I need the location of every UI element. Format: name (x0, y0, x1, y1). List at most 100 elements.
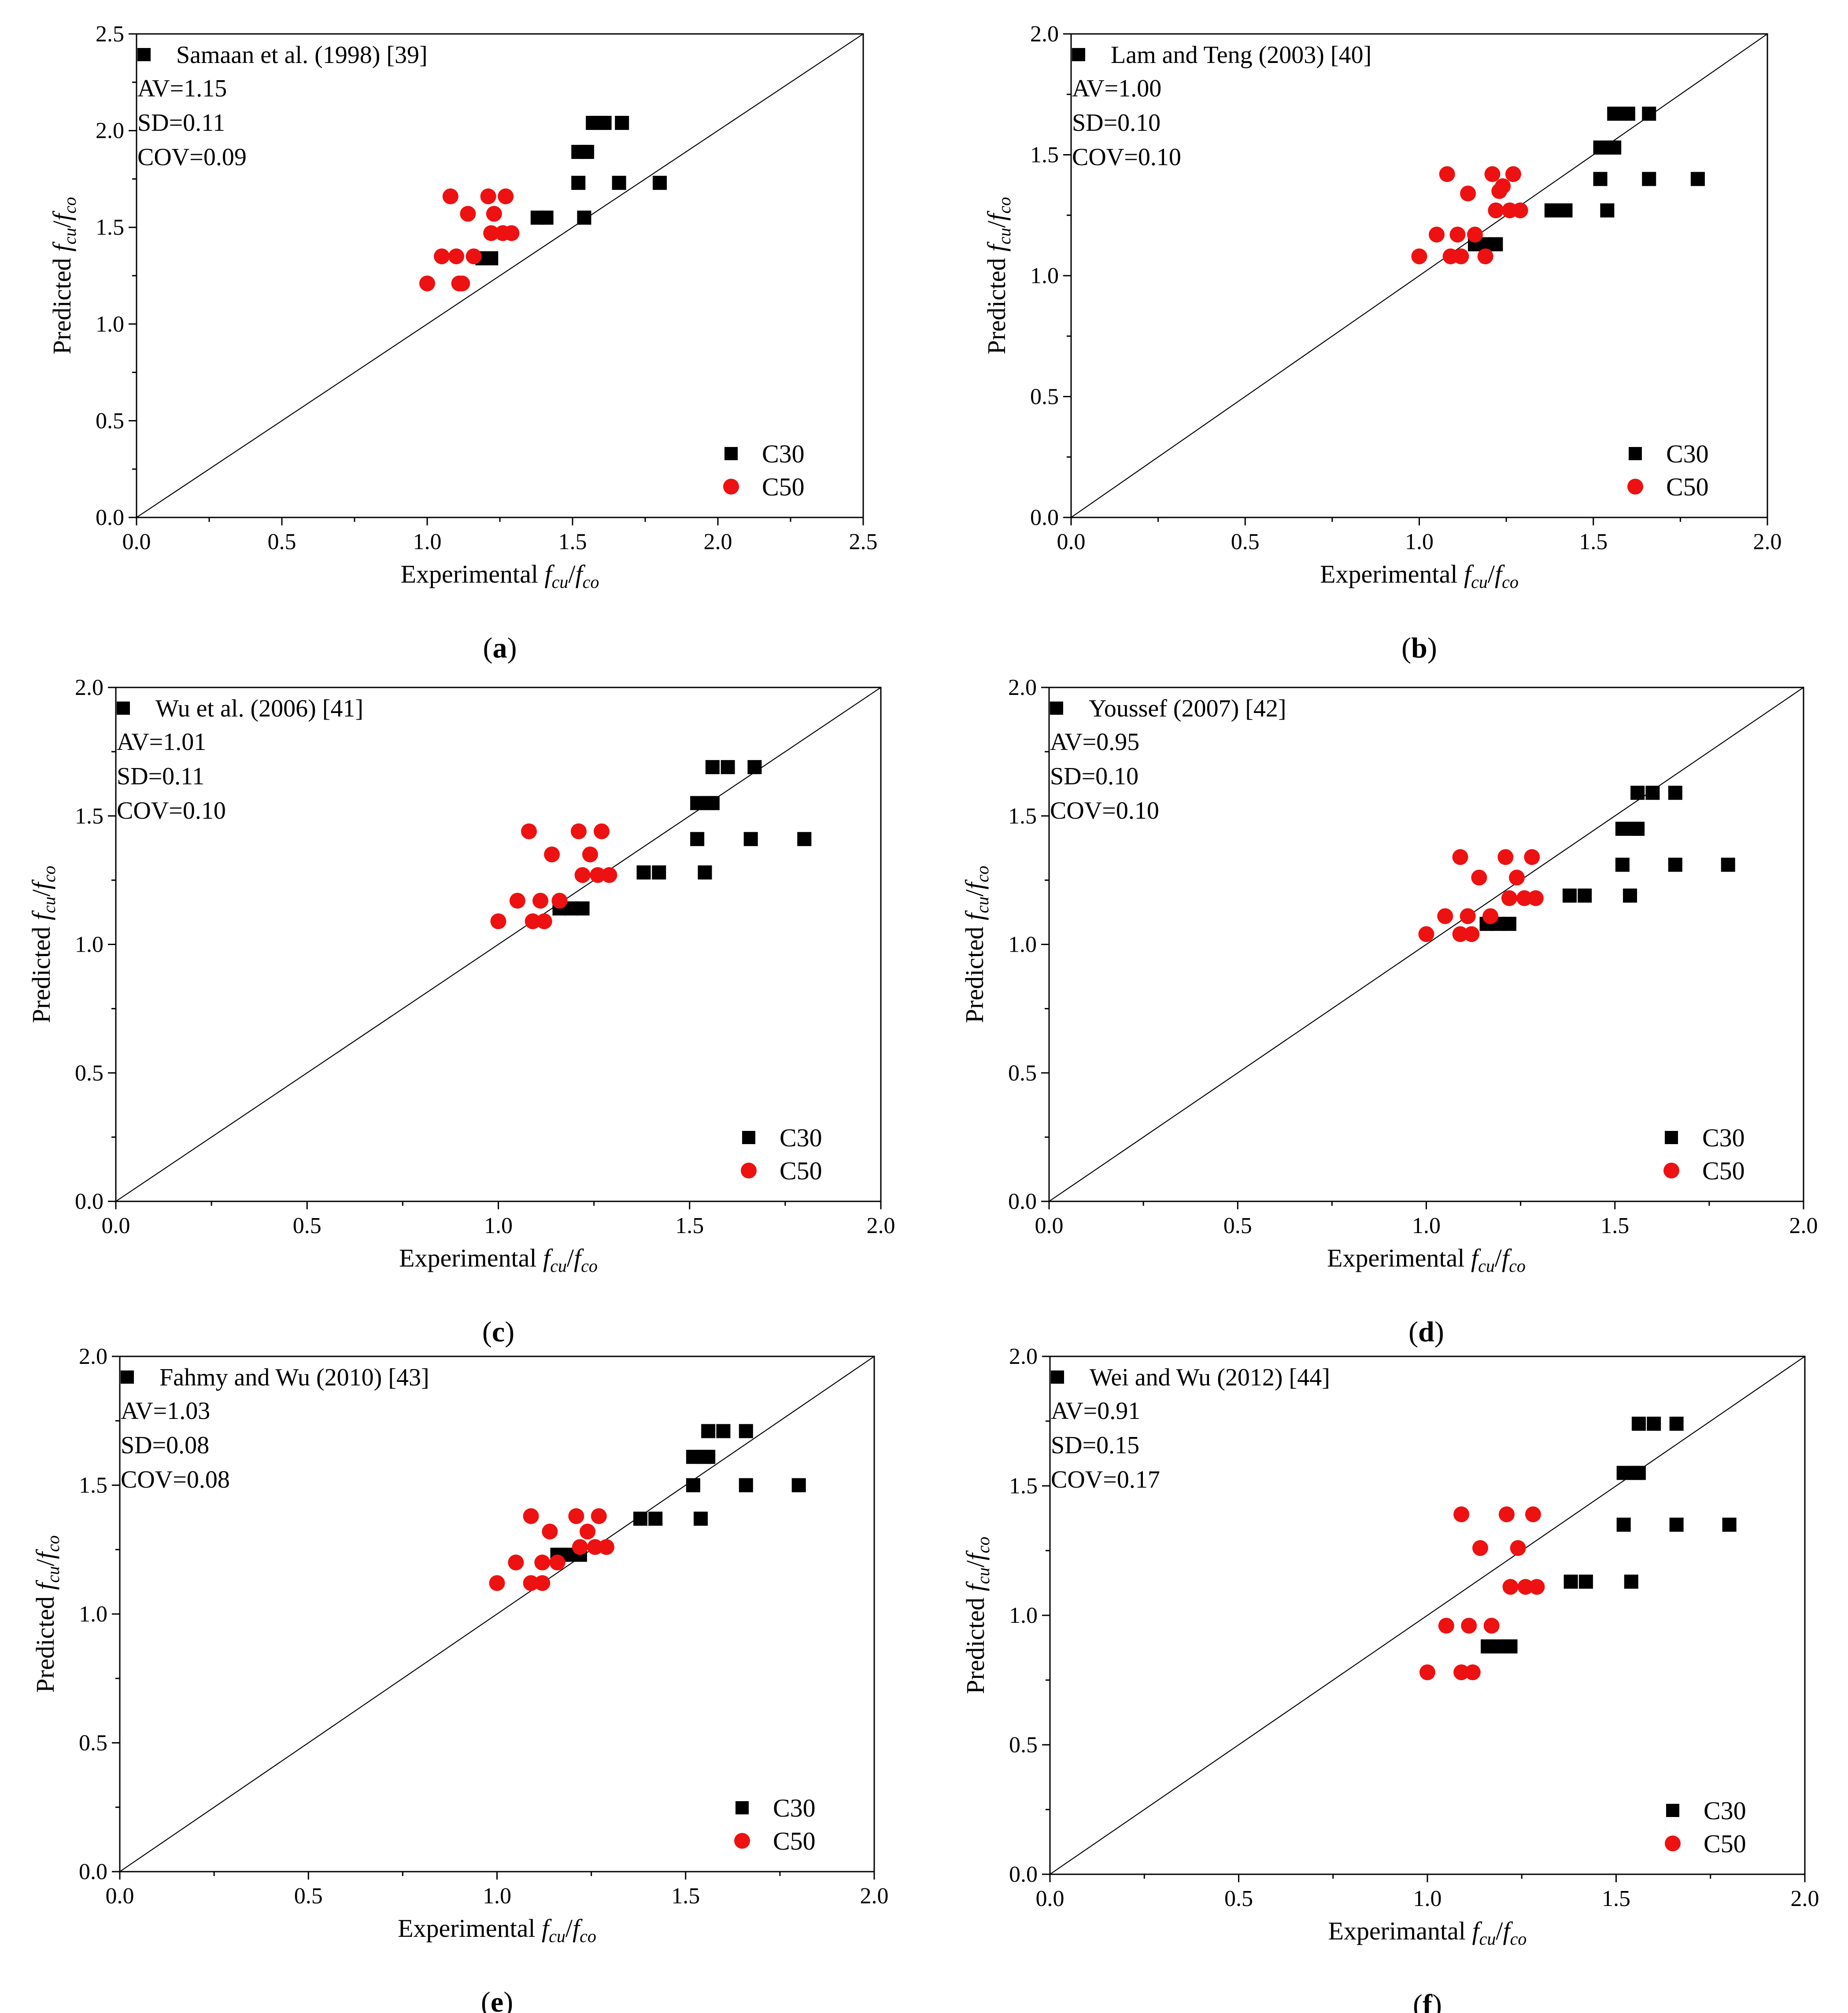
x-axis-title-prefix: Experimantal (1328, 1917, 1472, 1945)
x-tick-label: 0.5 (1224, 1886, 1253, 1911)
data-point-c30 (1721, 857, 1735, 872)
x-axis-title-slash: / (565, 1914, 573, 1943)
legend-label-c30: C30 (780, 1123, 822, 1152)
data-point-c30 (739, 1478, 753, 1492)
data-point-c50 (483, 225, 499, 241)
caption-close: ) (1427, 632, 1437, 664)
data-point-c50 (523, 1508, 539, 1524)
data-point-c30 (1631, 1466, 1646, 1480)
y-tick-label: 0.5 (79, 1731, 107, 1756)
data-point-c30 (698, 865, 712, 880)
data-point-c50 (536, 913, 552, 929)
y-axis-title-sub-co: co (43, 1535, 63, 1552)
data-point-c50 (442, 188, 458, 204)
x-axis-title-prefix: Experimental (398, 1914, 542, 1943)
x-tick-label: 0.0 (1036, 1886, 1064, 1911)
x-axis-title-slash: / (567, 1244, 574, 1272)
caption-open: ( (1413, 1989, 1423, 2013)
data-point-c50 (1512, 202, 1528, 218)
y-axis-title: Predicted fcu/fco (48, 197, 80, 354)
x-axis-title-sub-co: co (1502, 572, 1519, 592)
x-tick-label: 0.5 (1223, 1213, 1252, 1238)
data-point-c30 (539, 211, 554, 225)
x-axis-title-prefix: Experimental (1320, 560, 1464, 588)
series-c30 (550, 1424, 806, 1562)
data-point-c50 (1477, 248, 1493, 265)
x-tick-label: 1.0 (413, 529, 442, 554)
data-point-c50 (574, 867, 591, 883)
x-axis-title-slash: / (1495, 1244, 1502, 1272)
data-point-c50 (419, 275, 435, 292)
data-point-c30 (716, 1424, 731, 1438)
y-tick-label: 1.5 (75, 804, 103, 829)
data-point-c30 (653, 176, 667, 190)
data-point-c50 (1498, 1506, 1515, 1522)
data-point-c50 (1495, 178, 1511, 194)
data-point-c50 (1464, 926, 1480, 942)
data-point-c50 (1497, 849, 1514, 865)
data-point-c30 (1722, 1518, 1737, 1532)
y-axis-title: Predicted fcu/fco (960, 866, 992, 1023)
x-tick-label: 0.0 (106, 1884, 134, 1909)
x-tick-label: 2.0 (1753, 529, 1782, 554)
legend-label-c30: C30 (773, 1794, 816, 1822)
series-c50 (419, 188, 520, 292)
caption-letter: a (493, 632, 507, 664)
data-point-c50 (489, 1575, 505, 1591)
data-point-c50 (587, 1539, 603, 1555)
data-point-c50 (1517, 1579, 1534, 1595)
legend-label-c50: C50 (780, 1156, 822, 1185)
data-point-c30 (580, 144, 594, 159)
data-point-c30 (1562, 888, 1577, 903)
series-c50 (1419, 1506, 1545, 1681)
legend-label-c50: C50 (773, 1827, 816, 1855)
data-point-c50 (451, 275, 467, 292)
data-point-c30 (1563, 1574, 1578, 1589)
series-c30 (1481, 1416, 1737, 1654)
caption-close: ) (1432, 1989, 1442, 2013)
x-axis-title-slash: / (568, 560, 576, 588)
data-point-c30 (797, 832, 812, 846)
data-point-c30 (1690, 172, 1705, 186)
x-tick-label: 2.0 (867, 1213, 895, 1238)
data-point-c50 (1509, 869, 1525, 886)
data-point-c30 (701, 1424, 716, 1438)
legend-label-c50: C50 (1704, 1829, 1746, 1858)
reference-line (119, 1356, 875, 1872)
data-point-c30 (615, 116, 629, 130)
annotation-square-marker (1072, 48, 1085, 61)
x-axis-title-prefix: Experimental (401, 560, 545, 588)
x-axis-title: Experimental fcu/fco (1320, 560, 1519, 592)
stat-line: COV=0.10 (1072, 144, 1181, 171)
reference-line (115, 687, 881, 1202)
legend-marker-c50 (1665, 1836, 1681, 1851)
caption-letter: f (1423, 1989, 1433, 2013)
data-point-c50 (1461, 1618, 1477, 1634)
series-c30 (552, 760, 812, 916)
data-point-c50 (1482, 908, 1499, 924)
x-axis-title-slash: / (1496, 1917, 1503, 1945)
y-axis-title-slash: / (960, 889, 989, 897)
y-tick-label: 0.0 (1030, 505, 1059, 530)
y-axis-title-sub-cu: cu (43, 1566, 63, 1583)
panel-f: 0.0 0.5 1.0 1.5 2.0 0.0 0.5 1.0 1.5 2.0 Experimant… (961, 1344, 1819, 2013)
data-point-c50 (1419, 1664, 1435, 1681)
data-point-c30 (1668, 857, 1682, 872)
y-tick-label: 0.5 (1008, 1060, 1037, 1086)
stat-line: SD=0.10 (1072, 109, 1161, 137)
y-axis-title-slash: / (27, 889, 55, 897)
data-point-c30 (612, 176, 626, 190)
data-point-c30 (686, 1478, 700, 1492)
y-tick-label: 1.0 (1030, 263, 1059, 288)
caption-open: ( (481, 1986, 491, 2013)
y-tick-label: 1.5 (79, 1473, 107, 1498)
caption-open: ( (483, 632, 493, 664)
data-point-c30 (652, 865, 666, 880)
data-point-c50 (580, 1523, 596, 1540)
data-point-c50 (570, 823, 587, 839)
data-point-c30 (1607, 107, 1622, 121)
caption-letter: d (1418, 1316, 1434, 1348)
x-axis-title: Experimental fcu/fco (1327, 1244, 1526, 1276)
caption-letter: c (492, 1316, 505, 1348)
y-tick-label: 1.5 (1008, 804, 1037, 829)
